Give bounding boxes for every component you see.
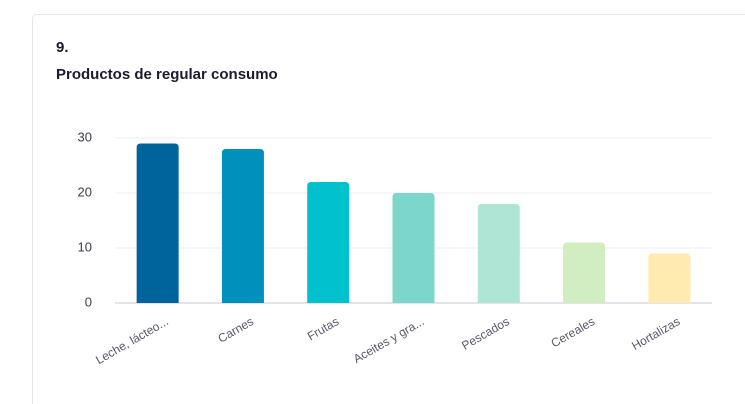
bar — [136, 143, 179, 303]
bar — [307, 182, 350, 303]
y-tick-label: 0 — [85, 294, 92, 309]
y-tick-label: 20 — [78, 184, 92, 199]
bar — [477, 204, 520, 303]
bar — [221, 149, 264, 303]
y-tick-label: 10 — [78, 239, 92, 254]
y-tick-label: 30 — [78, 129, 92, 144]
chart-subtitle: Productos de regular consumo — [56, 66, 278, 83]
card — [32, 14, 745, 404]
bar — [392, 193, 435, 303]
bar — [563, 242, 606, 303]
bar — [648, 253, 691, 303]
chart-title: 9. — [56, 39, 69, 56]
